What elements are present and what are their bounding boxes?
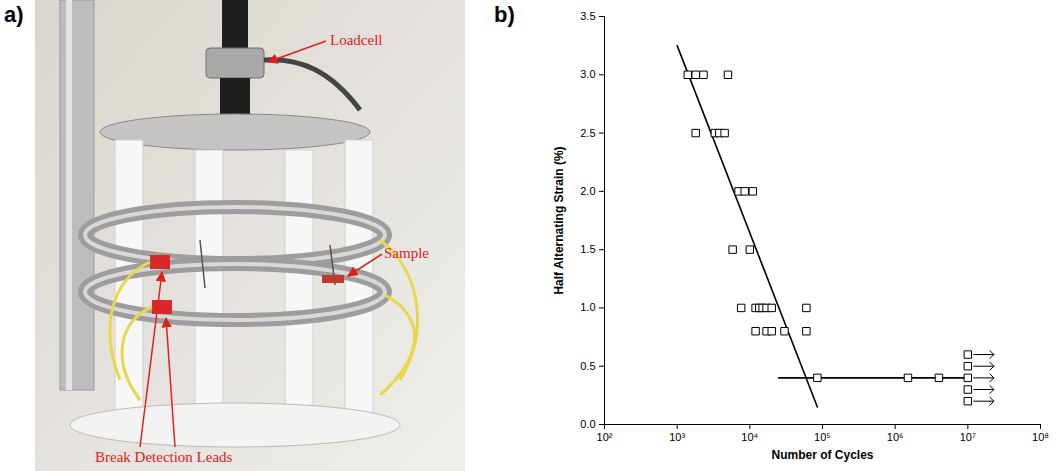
svg-text:3.5: 3.5: [580, 10, 595, 22]
html-text:b): b): [494, 2, 515, 27]
svg-text:Break Detection Leads: Break Detection Leads: [95, 449, 233, 465]
svg-text:10⁴: 10⁴: [741, 431, 758, 443]
svg-text:1.0: 1.0: [580, 301, 595, 313]
svg-text:10⁶: 10⁶: [887, 431, 904, 443]
svg-text:Loadcell: Loadcell: [330, 32, 382, 48]
svg-text:10³: 10³: [669, 431, 685, 443]
svg-text:Number of Cycles: Number of Cycles: [771, 448, 873, 462]
svg-text:0.5: 0.5: [580, 360, 595, 372]
svg-text:10⁸: 10⁸: [1032, 431, 1049, 443]
svg-text:2.5: 2.5: [580, 127, 595, 139]
html-text:a): a): [4, 2, 24, 27]
svg-text:Sample: Sample: [384, 245, 429, 261]
svg-text:2.0: 2.0: [580, 185, 595, 197]
svg-text:1.5: 1.5: [580, 243, 595, 255]
svg-text:10⁵: 10⁵: [814, 431, 831, 443]
svg-text:3.0: 3.0: [580, 68, 595, 80]
svg-text:10⁷: 10⁷: [960, 431, 976, 443]
svg-text:Half Alternating Strain (%): Half Alternating Strain (%): [552, 146, 566, 294]
svg-text:10²: 10²: [597, 431, 613, 443]
svg-text:0.0: 0.0: [580, 418, 595, 430]
